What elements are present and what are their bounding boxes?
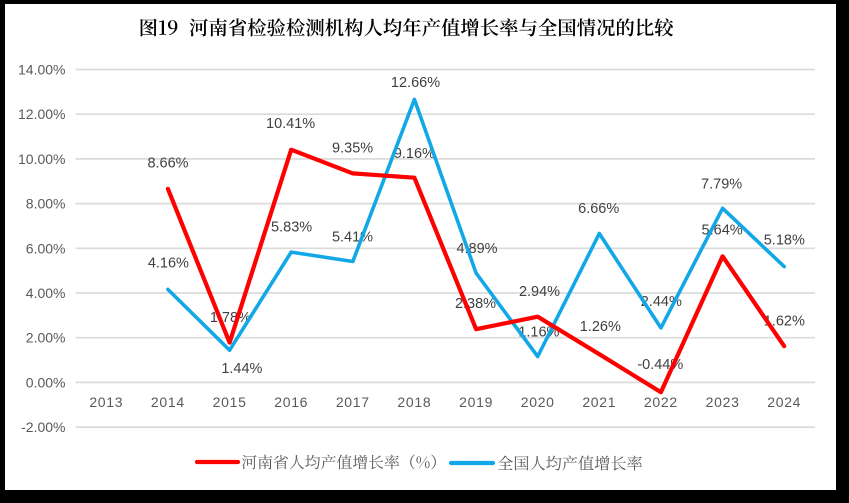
svg-text:1.62%: 1.62% [764, 313, 805, 329]
svg-text:6.00%: 6.00% [26, 240, 66, 256]
svg-text:2024: 2024 [767, 394, 801, 410]
svg-text:2018: 2018 [397, 394, 431, 410]
svg-text:1.44%: 1.44% [221, 361, 262, 377]
svg-text:2020: 2020 [521, 394, 555, 410]
svg-text:4.16%: 4.16% [148, 255, 189, 271]
svg-text:2013: 2013 [89, 394, 123, 410]
svg-text:12.00%: 12.00% [18, 106, 65, 122]
svg-text:-2.00%: -2.00% [21, 419, 65, 435]
svg-text:10.00%: 10.00% [18, 151, 65, 167]
svg-text:8.00%: 8.00% [26, 196, 66, 212]
svg-text:10.41%: 10.41% [266, 116, 315, 132]
svg-text:1.26%: 1.26% [580, 319, 621, 335]
svg-text:2023: 2023 [706, 394, 740, 410]
svg-text:4.00%: 4.00% [26, 285, 66, 301]
svg-text:2015: 2015 [213, 394, 247, 410]
svg-text:7.79%: 7.79% [701, 177, 742, 193]
svg-text:4.89%: 4.89% [456, 241, 497, 257]
svg-text:6.66%: 6.66% [578, 201, 619, 217]
svg-text:5.18%: 5.18% [764, 233, 805, 249]
svg-text:2.38%: 2.38% [455, 296, 496, 312]
svg-text:2022: 2022 [644, 394, 678, 410]
svg-text:5.83%: 5.83% [271, 220, 312, 236]
svg-text:2019: 2019 [459, 394, 493, 410]
svg-text:5.41%: 5.41% [332, 229, 373, 245]
svg-text:2017: 2017 [336, 394, 370, 410]
svg-text:8.66%: 8.66% [147, 155, 188, 171]
svg-text:2.00%: 2.00% [26, 330, 66, 346]
svg-text:2.94%: 2.94% [519, 284, 560, 300]
svg-text:0.00%: 0.00% [26, 374, 66, 390]
svg-text:2014: 2014 [151, 394, 185, 410]
svg-text:9.16%: 9.16% [394, 146, 435, 162]
svg-text:2021: 2021 [582, 394, 616, 410]
svg-text:2016: 2016 [274, 394, 308, 410]
svg-text:12.66%: 12.66% [391, 75, 440, 91]
svg-text:14.00%: 14.00% [18, 62, 65, 78]
svg-text:9.35%: 9.35% [332, 140, 373, 156]
